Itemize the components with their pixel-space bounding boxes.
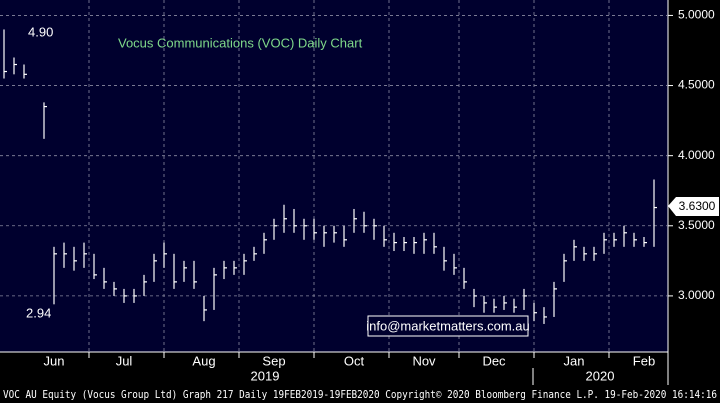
x-tick-label: Jul (116, 353, 133, 368)
low-annotation: 2.94 (26, 305, 51, 320)
y-tick-label: 3.0000 (678, 288, 715, 302)
x-tick-label: Jan (564, 353, 585, 368)
chart-title: Vocus Communications (VOC) Daily Chart (118, 35, 363, 50)
contact-box (367, 315, 529, 337)
y-tick-label: 3.5000 (678, 218, 715, 232)
x-tick-label: Sep (262, 353, 285, 368)
last-price-label: 3.6300 (679, 199, 716, 213)
last-price-box (668, 197, 719, 216)
x-tick-label: Dec (482, 353, 506, 368)
x-tick-label: Aug (192, 353, 215, 368)
year-label: 2019 (251, 368, 280, 383)
y-tick-label: 4.5000 (678, 78, 715, 92)
plot-area (0, 0, 668, 352)
footer: VOC AU Equity (Vocus Group Ltd) Graph 21… (3, 389, 717, 401)
x-tick-label: Oct (344, 353, 365, 368)
x-tick-label: Nov (412, 353, 436, 368)
x-tick-label: Feb (633, 353, 655, 368)
contact-text: info@marketmatters.com.au (366, 318, 529, 333)
x-tick-label: Jun (44, 353, 65, 368)
y-tick-label: 5.0000 (678, 8, 715, 22)
year-label: 2020 (586, 368, 615, 383)
high-annotation: 4.90 (28, 24, 53, 39)
y-tick-label: 4.0000 (678, 148, 715, 162)
